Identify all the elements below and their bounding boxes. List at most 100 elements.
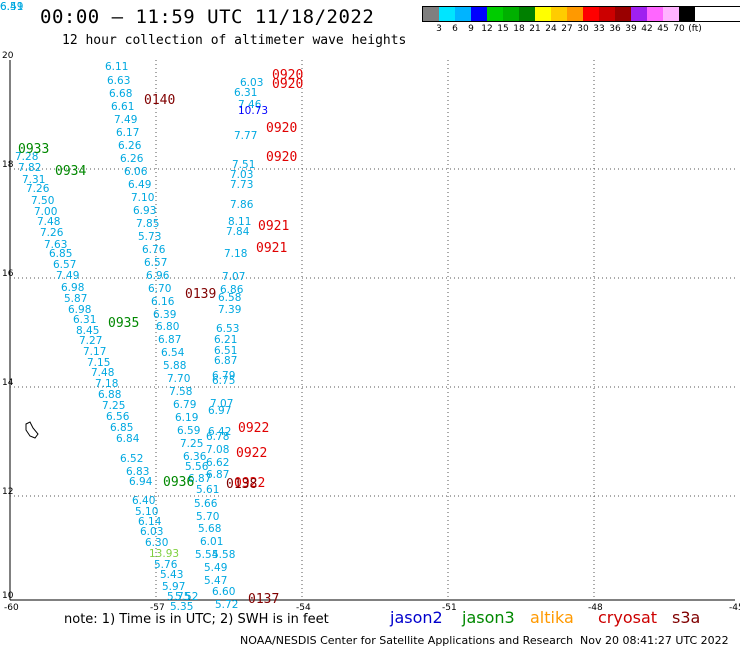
wave-height-value: 6.75 — [212, 375, 235, 387]
track-time-label: 0920 — [272, 68, 303, 83]
wave-height-value: 6.51 — [214, 345, 237, 357]
legend-label: 18 — [513, 24, 525, 34]
legend-label: 39 — [625, 24, 637, 34]
legend-swatch — [647, 7, 663, 21]
legend-swatch — [423, 7, 439, 21]
legend-label: 24 — [545, 24, 557, 34]
wave-height-value: 7.46 — [238, 99, 262, 111]
wave-height-value: 6.42 — [208, 426, 231, 438]
wave-height-value: 6.14 — [138, 516, 162, 528]
wave-height-value: 7.86 — [230, 199, 254, 211]
legend-label: 27 — [561, 24, 573, 34]
lon-tick-label: -48 — [588, 603, 603, 613]
wave-height-value: 6.56 — [106, 411, 130, 423]
chart-subtitle: 12 hour collection of altimeter wave hei… — [62, 33, 407, 48]
wave-height-value: 6.40 — [132, 495, 155, 507]
legend-swatch — [439, 7, 455, 21]
track-time-label: 0922 — [238, 421, 269, 436]
wave-height-value: 7.00 — [34, 206, 57, 218]
lon-tick-label: -45 — [729, 603, 740, 613]
track-time-label: 0935 — [108, 316, 139, 331]
track-time-label: 0137 — [248, 592, 279, 607]
wave-height-value: 6.79 — [173, 399, 196, 411]
wave-height-value: 6.87 — [188, 473, 211, 485]
satellite-legend-item: jason3 — [462, 608, 515, 627]
wave-height-value: 7.07 — [222, 271, 245, 283]
wave-height-value: 7.17 — [83, 346, 106, 358]
wave-height-value: 6.31 — [234, 87, 257, 99]
wave-height-value: 7.18 — [224, 248, 247, 260]
wave-height-value: 5.35 — [170, 601, 193, 613]
legend-label: 12 — [481, 24, 493, 34]
wave-height-value: 5.47 — [204, 575, 227, 587]
footer-credit: NOAA/NESDIS Center for Satellite Applica… — [240, 634, 574, 647]
wave-height-value: 6.84 — [116, 433, 140, 445]
wave-height-value: 6.30 — [145, 537, 168, 549]
wave-height-value: 6.49 — [0, 1, 23, 13]
track-time-label: 0920 — [266, 150, 297, 165]
legend-swatch — [519, 7, 535, 21]
wave-height-value: 6.86 — [220, 284, 244, 296]
wave-height-value: 6.60 — [212, 586, 235, 598]
wave-height-value: 6.17 — [116, 127, 139, 139]
wave-height-value: 7.18 — [95, 378, 118, 390]
wave-height-value: 6.03 — [240, 77, 263, 89]
wave-height-value: 6.01 — [200, 536, 223, 548]
wave-height-value: 6.62 — [206, 457, 229, 469]
wave-height-value: 6.93 — [133, 205, 156, 217]
legend-labels: 3 6 9 12 15 18 21 24 27 30 33 36 39 42 45 70 (ft) — [422, 22, 740, 36]
wave-height-value: 6.61 — [111, 101, 134, 113]
wave-height-value: 6.87 — [206, 469, 229, 481]
wave-height-value: 6.85 — [49, 248, 72, 260]
wave-height-value: 5.68 — [198, 523, 221, 535]
wave-height-value: 7.26 — [26, 183, 50, 195]
wave-height-value: 6.54 — [161, 347, 185, 359]
legend-label: 36 — [609, 24, 621, 34]
wave-height-value: 7.15 — [87, 357, 110, 369]
wave-height-value: 5.88 — [163, 360, 186, 372]
wave-height-value: 7.25 — [180, 438, 203, 450]
footer-timestamp: Nov 20 08:41:27 UTC 2022 — [580, 634, 729, 647]
lon-tick-label: -60 — [4, 603, 19, 613]
wave-height-value: 6.57 — [144, 257, 167, 269]
lat-tick-label: 16 — [2, 269, 14, 279]
wave-height-value: 5.49 — [204, 562, 227, 574]
wave-height-value: 7.26 — [40, 227, 64, 239]
wave-height-value: 6.59 — [177, 425, 200, 437]
legend-label: 30 — [577, 24, 589, 34]
legend-label: 70 — [673, 24, 685, 34]
lat-tick-label: 14 — [2, 378, 14, 388]
legend-swatch — [567, 7, 583, 21]
wave-height-value: 7.31 — [22, 174, 45, 186]
wave-height-value: 5.61 — [196, 484, 219, 496]
legend-label: 42 — [641, 24, 653, 34]
wave-height-value: 7.10 — [131, 192, 154, 204]
wave-height-value: 6.19 — [175, 412, 198, 424]
wave-height-value: 6.52 — [120, 453, 143, 465]
lat-tick-label: 12 — [2, 487, 13, 497]
wave-height-value: 6.26 — [120, 153, 144, 165]
wave-height-value: 7.27 — [79, 335, 102, 347]
wave-height-value: 6.21 — [214, 334, 237, 346]
wave-height-value: 7.50 — [31, 195, 54, 207]
wave-height-value: 6.49 — [128, 179, 151, 191]
wave-height-value: 7.48 — [91, 367, 114, 379]
wave-height-value: 10.73 — [238, 105, 268, 117]
wave-height-value: 5.54 — [195, 549, 219, 561]
wave-height-value: 6.63 — [107, 75, 130, 87]
wave-height-value: 5.76 — [154, 559, 178, 571]
legend-label: 33 — [593, 24, 605, 34]
legend-swatch — [679, 7, 695, 21]
track-time-label: 0922 — [234, 476, 265, 491]
wave-height-value: 6.16 — [151, 296, 175, 308]
wave-height-value: 7.49 — [114, 114, 137, 126]
wave-height-value: 6.98 — [68, 304, 91, 316]
wave-height-value: 5.10 — [135, 506, 158, 518]
track-time-label: 0920 — [266, 121, 297, 136]
wave-height-value: 5.70 — [196, 511, 219, 523]
wave-height-value: 6.88 — [98, 389, 121, 401]
wave-height-value: 7.39 — [218, 304, 241, 316]
wave-height-value: 7.08 — [206, 444, 229, 456]
wave-height-value: 8.45 — [76, 325, 99, 337]
wave-height-value: 5.75 — [167, 591, 190, 603]
